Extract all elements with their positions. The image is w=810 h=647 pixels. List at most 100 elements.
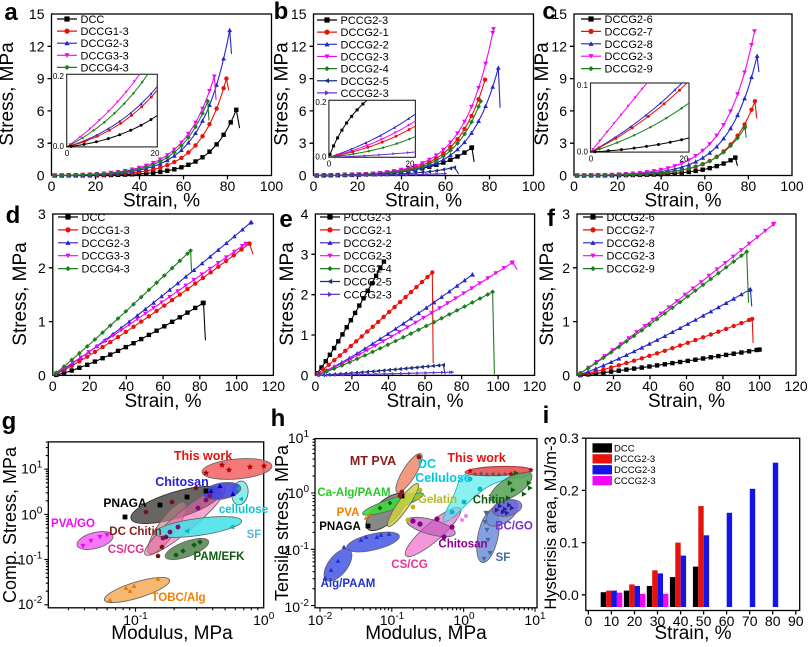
svg-text:DCCG2-3: DCCG2-3: [81, 38, 129, 50]
svg-text:0: 0: [299, 168, 307, 184]
svg-text:15: 15: [291, 6, 307, 22]
svg-text:0: 0: [559, 168, 567, 184]
svg-text:6: 6: [37, 103, 45, 119]
svg-text:DCCG2-3: DCCG2-3: [82, 238, 130, 250]
svg-text:Tensile stress, MPa: Tensile stress, MPa: [272, 444, 292, 601]
svg-text:DCCG2-3: DCCG2-3: [614, 465, 656, 476]
svg-text:12: 12: [291, 38, 307, 54]
svg-text:20: 20: [82, 378, 98, 394]
svg-text:This work: This work: [447, 451, 505, 465]
svg-text:0: 0: [562, 367, 570, 383]
svg-text:60: 60: [719, 613, 735, 629]
svg-text:DCCG2-7: DCCG2-7: [607, 225, 655, 237]
svg-text:Gelatin: Gelatin: [418, 494, 457, 506]
svg-text:0: 0: [65, 149, 70, 158]
svg-text:DCCG2-4: DCCG2-4: [344, 264, 392, 276]
svg-text:3: 3: [559, 135, 567, 151]
svg-text:CCCG2-3: CCCG2-3: [344, 289, 392, 301]
svg-text:Strain, %: Strain, %: [648, 391, 725, 412]
svg-text:DCCG4-3: DCCG4-3: [82, 264, 130, 276]
svg-text:This work: This work: [174, 449, 232, 463]
svg-text:PVA: PVA: [337, 507, 360, 519]
svg-text:80: 80: [715, 378, 731, 394]
svg-text:3: 3: [562, 206, 570, 222]
svg-text:e: e: [279, 206, 292, 233]
svg-text:30: 30: [650, 613, 666, 629]
svg-text:20: 20: [151, 149, 160, 158]
svg-text:Modulus, MPa: Modulus, MPa: [365, 623, 487, 644]
svg-text:0.3: 0.3: [559, 430, 579, 446]
svg-text:DCCG1-3: DCCG1-3: [81, 26, 129, 38]
svg-text:Chitosan: Chitosan: [155, 475, 208, 489]
svg-text:100: 100: [748, 378, 772, 394]
svg-text:b: b: [274, 0, 289, 25]
svg-text:DCCG2-2: DCCG2-2: [344, 238, 392, 250]
svg-text:60: 60: [438, 178, 454, 194]
svg-text:9: 9: [559, 71, 567, 87]
svg-text:PCCG2-3: PCCG2-3: [341, 15, 389, 27]
svg-text:Hysterisis area, MJ/m-3: Hysterisis area, MJ/m-3: [542, 436, 560, 609]
svg-text:DCCG2-9: DCCG2-9: [607, 264, 655, 276]
svg-text:Stress, MPa: Stress, MPa: [10, 242, 31, 346]
svg-text:DCCG2-3: DCCG2-3: [341, 51, 389, 63]
svg-text:CCCG2-3: CCCG2-3: [614, 476, 656, 487]
svg-text:0: 0: [38, 367, 46, 383]
svg-text:DCCG2-6: DCCG2-6: [605, 14, 653, 26]
svg-text:20: 20: [627, 613, 643, 629]
svg-text:40: 40: [653, 178, 669, 194]
svg-text:1: 1: [38, 314, 46, 330]
svg-text:Stress, MPa: Stress, MPa: [537, 242, 558, 346]
svg-text:4: 4: [301, 206, 309, 222]
svg-text:80: 80: [192, 378, 208, 394]
svg-text:g: g: [2, 408, 17, 435]
svg-text:Strain, %: Strain, %: [654, 623, 731, 644]
svg-text:TOBC/Alg: TOBC/Alg: [151, 592, 205, 604]
svg-text:90: 90: [788, 613, 804, 629]
svg-text:DCC: DCC: [614, 443, 635, 454]
svg-text:0: 0: [589, 155, 594, 164]
svg-text:Strain, %: Strain, %: [644, 191, 721, 212]
svg-text:DCCG2-8: DCCG2-8: [607, 238, 655, 250]
svg-text:DCC: DCC: [81, 14, 105, 26]
svg-text:Ca-Alg/PAAM: Ca-Alg/PAAM: [317, 487, 390, 499]
svg-text:20: 20: [606, 378, 622, 394]
svg-text:PCCG2-3: PCCG2-3: [614, 454, 655, 465]
svg-text:0.2: 0.2: [53, 72, 65, 81]
svg-text:50: 50: [696, 613, 712, 629]
svg-text:100: 100: [522, 178, 546, 194]
svg-text:DCCG2-8: DCCG2-8: [605, 39, 653, 51]
svg-text:80: 80: [765, 613, 781, 629]
svg-text:120: 120: [784, 378, 808, 394]
svg-text:60: 60: [155, 378, 171, 394]
svg-text:40: 40: [381, 378, 397, 394]
svg-text:Alg/PAAM: Alg/PAAM: [321, 578, 376, 590]
svg-text:PCCG2-3: PCCG2-3: [344, 212, 392, 224]
svg-text:100: 100: [260, 178, 284, 194]
svg-text:60: 60: [176, 178, 192, 194]
svg-text:Chitin: Chitin: [473, 495, 506, 507]
svg-text:SF: SF: [247, 529, 262, 541]
svg-text:DCCG2-2: DCCG2-2: [341, 39, 389, 51]
svg-text:DCCG1-3: DCCG1-3: [82, 225, 130, 237]
svg-text:0: 0: [585, 613, 593, 629]
svg-text:1: 1: [301, 327, 309, 343]
svg-text:40: 40: [394, 178, 410, 194]
svg-text:BC/GO: BC/GO: [495, 521, 533, 533]
svg-text:12: 12: [551, 38, 567, 54]
svg-text:6: 6: [559, 103, 567, 119]
svg-text:f: f: [547, 205, 556, 232]
svg-text:PNAGA: PNAGA: [319, 521, 361, 533]
svg-text:Stress, MPa: Stress, MPa: [277, 242, 298, 346]
svg-text:DC Chitin: DC Chitin: [109, 526, 161, 538]
svg-text:a: a: [4, 0, 18, 26]
svg-text:0: 0: [48, 178, 56, 194]
svg-text:0: 0: [327, 160, 332, 169]
svg-text:Cellulose: Cellulose: [415, 471, 471, 485]
svg-text:20: 20: [350, 178, 366, 194]
svg-text:0: 0: [312, 378, 320, 394]
svg-text:DCCG2-1: DCCG2-1: [344, 225, 392, 237]
svg-text:MT PVA: MT PVA: [350, 454, 396, 468]
svg-text:0: 0: [570, 178, 578, 194]
svg-text:Chitosan: Chitosan: [438, 539, 487, 551]
svg-text:CS/CG: CS/CG: [108, 544, 144, 556]
